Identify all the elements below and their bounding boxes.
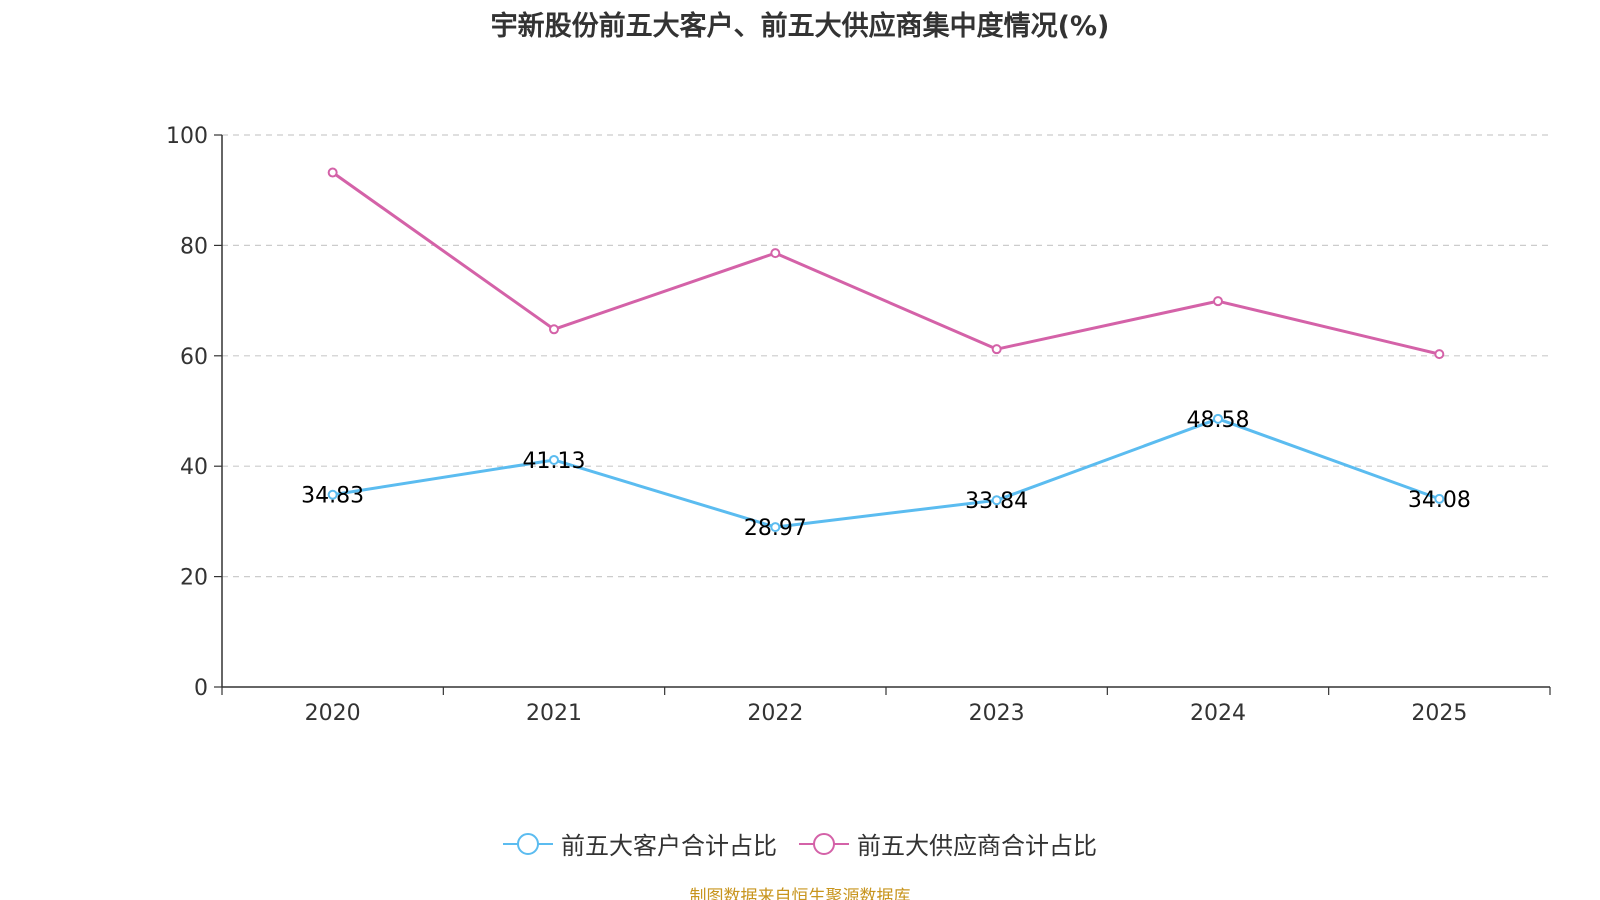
data-label-0-2025: 34.08	[1408, 488, 1471, 513]
x-tick-label-2021: 2021	[526, 701, 582, 726]
point-1-2022[interactable]	[770, 248, 781, 259]
x-tick-label-2025: 2025	[1411, 701, 1467, 726]
point-0-2020[interactable]	[327, 489, 338, 500]
x-tick-label-2023: 2023	[969, 701, 1025, 726]
x-tick-label-2022: 2022	[747, 701, 803, 726]
data-label-0-2023: 33.84	[965, 489, 1028, 514]
data-label-0-2022: 28.97	[744, 516, 807, 541]
point-1-2024[interactable]	[1213, 296, 1223, 307]
point-1-2023[interactable]	[991, 344, 1002, 355]
point-0-2022[interactable]	[770, 522, 781, 533]
y-tick-label-80: 80	[180, 234, 208, 259]
data-label-0-2021: 41.13	[523, 449, 586, 474]
y-tick-label-100: 100	[166, 124, 208, 149]
axes: 0 20 40 60 80 100 2020 2021 2022 2023 2024 2025	[166, 124, 1551, 726]
x-tick-label-2024: 2024	[1190, 701, 1246, 726]
y-tick-label-0: 0	[194, 676, 208, 701]
legend-label-suppliers: 前五大供应商合计占比	[857, 832, 1097, 860]
y-tick-label-60: 60	[180, 345, 208, 370]
point-0-2023[interactable]	[991, 495, 1002, 506]
point-0-2024[interactable]	[1213, 413, 1223, 424]
y-tick-label-40: 40	[180, 455, 208, 480]
legend-label-customers: 前五大客户合计占比	[561, 832, 777, 860]
chart-title: 宇新股份前五大客户、前五大供应商集中度情况(%)	[490, 11, 1110, 42]
data-labels: 34.83 41.13 28.97 33.84 48.58 34.08	[301, 408, 1471, 541]
legend-item-customers[interactable]: 前五大客户合计占比	[503, 826, 777, 861]
grid-lines	[222, 134, 1550, 578]
series-line-1[interactable]	[331, 171, 1440, 356]
point-1-2025[interactable]	[1434, 349, 1445, 360]
series-group	[327, 167, 1445, 533]
point-1-2020[interactable]	[327, 167, 338, 178]
legend-marker-customers	[503, 832, 553, 855]
point-1-2021[interactable]	[549, 324, 559, 335]
point-0-2025[interactable]	[1434, 493, 1445, 504]
x-tick-label-2020: 2020	[305, 701, 361, 726]
data-label-0-2024: 48.58	[1187, 408, 1250, 433]
y-tick-label-20: 20	[180, 566, 208, 591]
source-note: 制图数据来自恒生聚源数据库	[689, 887, 911, 900]
legend-item-suppliers[interactable]: 前五大供应商合计占比	[799, 826, 1097, 861]
data-label-0-2020: 34.83	[301, 484, 364, 509]
line-chart: 0 20 40 60 80 100 2020 2021 2022 2023 2024 2025 34.…	[166, 124, 1551, 726]
legend: 前五大客户合计占比 前五大供应商合计占比	[0, 826, 1600, 861]
series-line-0[interactable]	[332, 417, 1440, 529]
point-0-2021[interactable]	[549, 454, 559, 465]
legend-marker-suppliers	[799, 832, 849, 855]
